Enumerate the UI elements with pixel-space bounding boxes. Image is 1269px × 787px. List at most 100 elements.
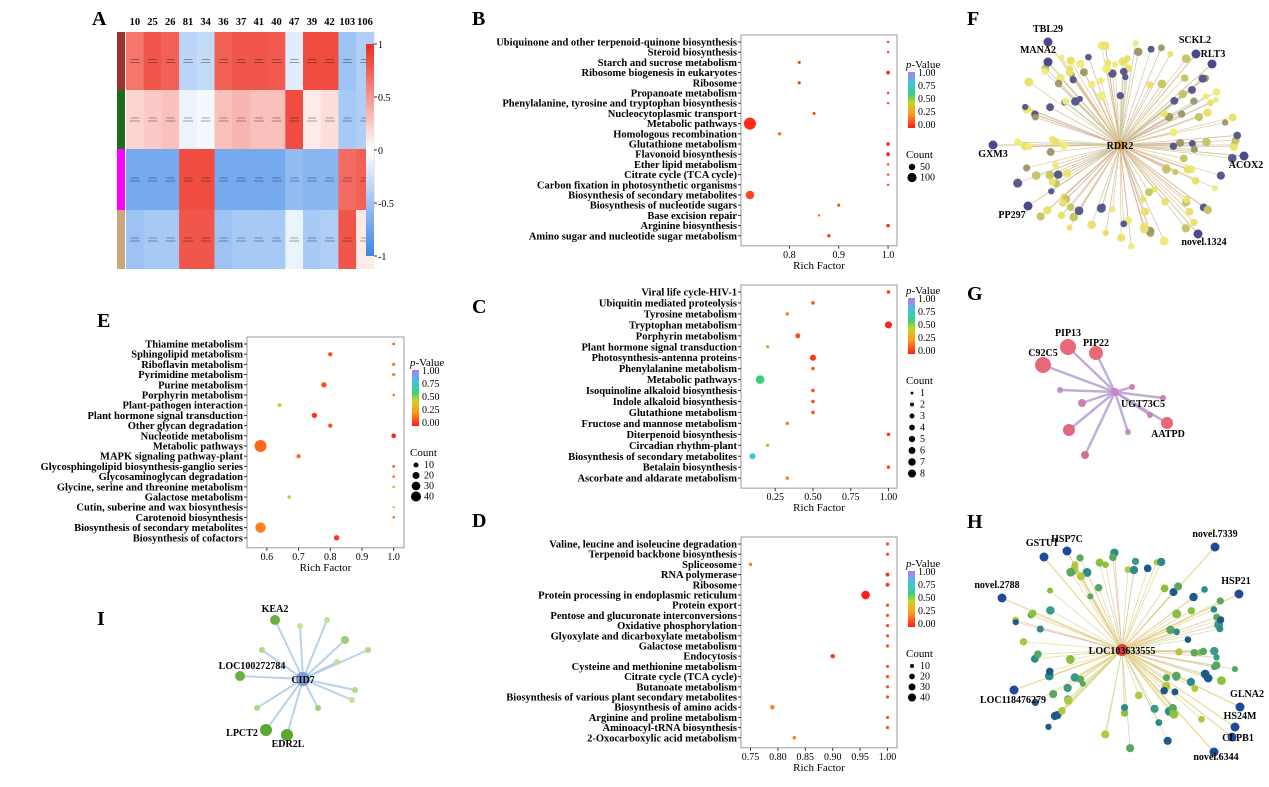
pvalue-tick-label: 0.00 bbox=[918, 619, 936, 630]
cell-mark bbox=[148, 59, 157, 60]
heatmap-cell bbox=[320, 90, 339, 149]
network-edge bbox=[302, 678, 356, 691]
pathway-label: Biosynthesis of cofactors bbox=[133, 533, 243, 544]
cell-mark bbox=[253, 240, 264, 242]
cell-mark bbox=[219, 59, 228, 60]
cell-mark bbox=[147, 180, 158, 182]
gene-label: novel.7339 bbox=[1192, 529, 1237, 540]
heatmap-col-label: 81 bbox=[183, 17, 194, 28]
pathway-label: Glycosaminoglycan degradation bbox=[99, 472, 244, 483]
network-node bbox=[1145, 188, 1153, 197]
data-point bbox=[745, 190, 755, 200]
colorbar-tick-label: -1 bbox=[378, 252, 386, 263]
x-tick-label: 0.85 bbox=[797, 752, 815, 763]
network-edge bbox=[1119, 144, 1174, 147]
cell-mark bbox=[183, 120, 194, 122]
data-point bbox=[885, 715, 890, 719]
pvalue-colorbar bbox=[412, 370, 419, 426]
network-node bbox=[1076, 554, 1084, 562]
pathway-label: Phenylalanine, tyrosine and tryptophan b… bbox=[502, 99, 737, 110]
pathway-label: Biosynthesis of secondary metabolites bbox=[74, 523, 243, 534]
network-node bbox=[1191, 685, 1199, 693]
cell-mark bbox=[165, 120, 176, 122]
heatmap-cell bbox=[320, 210, 339, 269]
network-edge bbox=[1050, 610, 1123, 651]
network-edge bbox=[1036, 144, 1121, 176]
pvalue-tick-label: 0.00 bbox=[918, 346, 936, 357]
data-point bbox=[885, 613, 890, 617]
pathway-label: Isoquinoline alkaloid biosynthesis bbox=[586, 386, 737, 397]
pathway-label: Biosynthesis of amino acids bbox=[614, 703, 737, 714]
network-node bbox=[1065, 65, 1074, 73]
network-node bbox=[1063, 169, 1072, 178]
data-point bbox=[255, 522, 266, 533]
pathway-label: Arginine and proline metabolism bbox=[589, 713, 738, 724]
data-point bbox=[885, 664, 890, 668]
cell-mark bbox=[148, 177, 157, 179]
pvalue-tick-label: 1.00 bbox=[918, 68, 936, 79]
network-node bbox=[1176, 138, 1185, 147]
network-node bbox=[259, 647, 265, 653]
network-node bbox=[1023, 201, 1033, 211]
count-legend-dot bbox=[910, 391, 914, 395]
network-node bbox=[1046, 606, 1055, 615]
network-node bbox=[1132, 40, 1139, 47]
network-node bbox=[1191, 176, 1200, 185]
network-node bbox=[1160, 584, 1169, 593]
count-legend-label: 1 bbox=[920, 388, 925, 399]
cell-mark bbox=[165, 180, 176, 182]
pathway-label: Other glycan degradation bbox=[128, 421, 243, 432]
heatmap-cell bbox=[126, 32, 145, 90]
network-edge bbox=[1070, 572, 1123, 651]
panel-letter-g: G bbox=[967, 283, 983, 305]
pathway-label: Aminoacyl-tRNA biosynthesis bbox=[603, 723, 737, 734]
cell-mark bbox=[290, 237, 299, 239]
cell-mark bbox=[343, 59, 352, 60]
network-node bbox=[1066, 56, 1075, 65]
count-legend-label: 20 bbox=[920, 672, 930, 683]
pathway-label: Viral life cycle-HIV-1 bbox=[641, 288, 737, 299]
cell-mark bbox=[201, 177, 210, 179]
pathway-label: Porphyrin metabolism bbox=[636, 331, 737, 342]
network-node bbox=[254, 705, 260, 711]
cell-mark bbox=[307, 240, 317, 242]
network-node bbox=[1043, 206, 1052, 215]
pathway-label: Ascorbate and aldarate metabolism bbox=[577, 474, 737, 485]
pathway-label: Cysteine and methionine metabolism bbox=[572, 662, 738, 673]
pathway-label: Ether lipid metabolism bbox=[634, 160, 737, 171]
network-node bbox=[1053, 170, 1063, 179]
heatmap-cell bbox=[303, 210, 322, 269]
network-node bbox=[1194, 112, 1203, 122]
network-edge bbox=[1121, 649, 1179, 653]
data-point bbox=[861, 590, 870, 600]
panel-letter-e: E bbox=[97, 310, 110, 332]
cell-mark bbox=[236, 240, 247, 242]
pathway-label: Citrate cycle (TCA cycle) bbox=[624, 672, 737, 683]
pathway-label: Fructose and mannose metabolism bbox=[582, 419, 738, 430]
network-node bbox=[1082, 568, 1092, 577]
heatmap-col-label: 47 bbox=[289, 17, 300, 28]
cell-mark bbox=[271, 62, 282, 63]
heatmap-cell bbox=[232, 210, 251, 269]
cell-mark bbox=[218, 62, 229, 63]
cell-mark bbox=[200, 120, 211, 122]
network-node bbox=[1100, 41, 1110, 51]
pvalue-tick-label: 0.25 bbox=[918, 606, 936, 617]
cell-mark bbox=[218, 240, 229, 242]
gene-label: CLPB1 bbox=[1222, 733, 1254, 744]
network-edge bbox=[1067, 144, 1121, 174]
legend-title-count: Count bbox=[410, 447, 437, 459]
network-edge bbox=[1119, 144, 1187, 203]
pathway-label: Metabolic pathways bbox=[647, 119, 737, 130]
data-point bbox=[755, 375, 765, 384]
network-node bbox=[1163, 736, 1172, 745]
pathway-label: Pentose and glucuronate interconversions bbox=[550, 611, 737, 622]
heatmap-cell bbox=[161, 32, 180, 90]
heatmap-cell bbox=[267, 90, 286, 149]
data-point bbox=[811, 410, 815, 415]
heatmap-cell bbox=[196, 32, 215, 90]
network-node bbox=[1076, 59, 1085, 69]
network-edge bbox=[1027, 144, 1121, 207]
hub-node bbox=[1111, 388, 1119, 396]
network-node bbox=[1111, 61, 1119, 68]
